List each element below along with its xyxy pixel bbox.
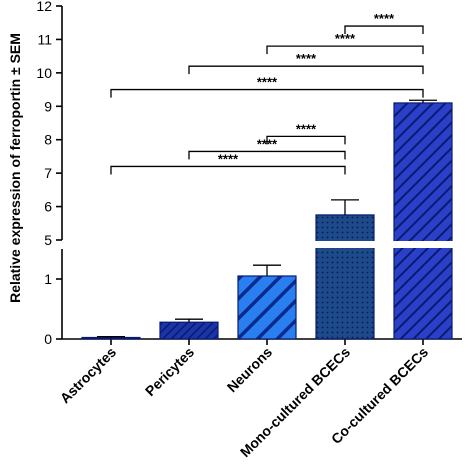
- significance-bracket: [266, 135, 346, 145]
- y-tick-label: 1: [44, 271, 52, 287]
- y-tick-label: 0: [44, 331, 52, 347]
- significance-label: ****: [257, 136, 278, 151]
- significance-label: ****: [374, 11, 395, 26]
- significance-bracket: [188, 65, 424, 75]
- significance-bracket: [188, 150, 346, 160]
- y-tick-label: 5: [44, 232, 52, 248]
- axis-break-gap: [64, 241, 464, 248]
- x-tick-label: Neurons: [224, 344, 276, 396]
- significance-bracket: [110, 165, 346, 175]
- bar-3: [237, 275, 297, 340]
- y-tick-label: 9: [44, 98, 52, 114]
- significance-bracket: [110, 88, 424, 98]
- significance-label: ****: [335, 31, 356, 46]
- y-tick-label: 8: [44, 132, 52, 148]
- x-tick-label: Pericytes: [142, 344, 197, 399]
- significance-label: ****: [296, 121, 317, 136]
- y-tick-label: 10: [36, 65, 52, 81]
- y-tick-label: 7: [44, 165, 52, 181]
- y-axis-label: Relative expression of ferroportin ± SEM: [7, 33, 23, 303]
- significance-label: ****: [257, 75, 278, 90]
- y-tick-label: 11: [37, 31, 52, 47]
- significance-label: ****: [296, 51, 317, 66]
- bar-5: [393, 102, 453, 340]
- y-tick-label: 6: [44, 199, 52, 215]
- significance-bracket: [266, 45, 424, 55]
- significance-label: ****: [218, 151, 239, 166]
- bar-4: [315, 214, 375, 340]
- bar-2: [159, 321, 219, 340]
- y-tick-label: 12: [36, 0, 52, 14]
- significance-bracket: [344, 25, 424, 35]
- x-tick-label: Astrocytes: [57, 344, 120, 407]
